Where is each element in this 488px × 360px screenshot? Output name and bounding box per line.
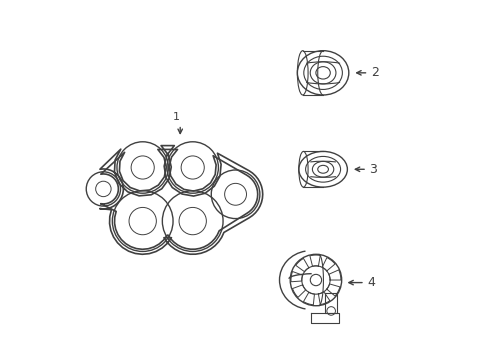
- Text: 4: 4: [366, 276, 374, 289]
- Text: 2: 2: [370, 66, 378, 79]
- Text: 3: 3: [369, 163, 377, 176]
- Text: 1: 1: [173, 112, 180, 122]
